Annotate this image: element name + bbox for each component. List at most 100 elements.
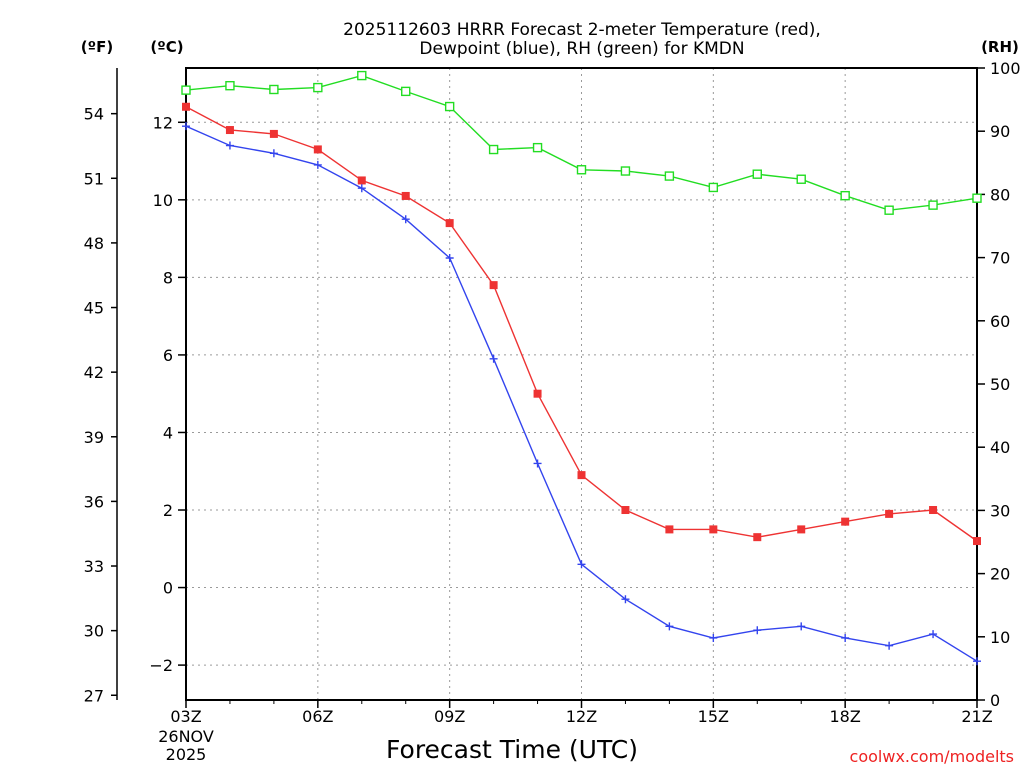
dewpoint-point — [709, 633, 718, 642]
celsius-tick-label: 0 — [163, 579, 173, 598]
x-tick-label: 21Z — [961, 707, 992, 726]
rh-point — [488, 144, 499, 155]
dewpoint-point — [797, 622, 806, 631]
temperature-point — [269, 129, 278, 138]
rh-tick-label: 90 — [990, 122, 1010, 141]
ticks-layer: −2 0 2 4 6 8 10 12 03Z 06Z 09Z 12Z 15Z 18Z 21Z 27 30 33 36… — [84, 59, 1021, 726]
rh-tick-label: 80 — [990, 185, 1010, 204]
temperature-point — [313, 145, 322, 154]
rh-point — [225, 80, 235, 91]
credit-text[interactable]: coolwx.com/modelts — [850, 747, 1014, 766]
temperature-point — [445, 219, 454, 228]
rh-tick-label: 10 — [990, 628, 1010, 647]
x-tick-label: 06Z — [302, 707, 333, 726]
rh-point — [401, 86, 411, 97]
rh-point — [313, 82, 323, 93]
fahrenheit-tick-label: 33 — [84, 557, 104, 576]
celsius-tick-label: 2 — [163, 501, 173, 520]
dewpoint-point — [929, 630, 938, 639]
rh-point — [752, 169, 762, 179]
fahrenheit-tick-label: 30 — [84, 622, 104, 641]
fahrenheit-tick-label: 36 — [84, 492, 104, 511]
fahrenheit-tick-label: 27 — [84, 686, 104, 705]
temperature-point — [797, 525, 806, 534]
temperature-point — [753, 533, 762, 542]
rh-point — [884, 205, 894, 215]
rh-point — [840, 190, 850, 201]
x-tick-label: 15Z — [698, 707, 729, 726]
temperature-point — [577, 471, 586, 480]
x-tick-label: 09Z — [434, 707, 465, 726]
dewpoint-point — [401, 215, 410, 224]
series-layer — [181, 70, 982, 666]
rh-point — [708, 182, 719, 193]
temperature-point — [929, 506, 938, 515]
fahrenheit-tick-label: 39 — [84, 428, 104, 447]
dewpoint-point — [182, 122, 190, 131]
rh-point — [444, 101, 455, 112]
fahrenheit-tick-label: 51 — [84, 169, 104, 188]
dewpoint-point — [577, 560, 586, 569]
fahrenheit-tick-label: 45 — [84, 299, 104, 318]
temperature-point — [225, 126, 234, 135]
temperature-point — [182, 102, 190, 111]
rh-tick-label: 30 — [990, 501, 1010, 520]
dewpoint-point — [665, 622, 674, 631]
dewpoint-point — [533, 459, 542, 468]
dewpoint-point — [225, 141, 234, 150]
dewpoint-point — [973, 657, 981, 666]
dewpoint-point — [753, 626, 762, 635]
x-start-date: 26NOV — [158, 727, 214, 746]
fahrenheit-tick-label: 48 — [84, 234, 104, 253]
celsius-unit-label: (ºC) — [150, 38, 183, 56]
plot-frame — [185, 67, 978, 701]
dewpoint-point — [313, 160, 322, 169]
celsius-tick-label: −2 — [149, 656, 173, 675]
title-line-2: Dewpoint (blue), RH (green) for KMDN — [419, 39, 744, 59]
dewpoint-point — [357, 184, 366, 193]
temperature-point — [533, 389, 542, 398]
temperature-point — [489, 281, 498, 290]
dewpoint-point — [489, 354, 498, 363]
temperature-point — [665, 525, 674, 534]
grid-layer — [186, 68, 977, 700]
x-tick-label: 18Z — [830, 707, 861, 726]
rh-point — [796, 174, 806, 184]
temperature-point — [973, 537, 981, 546]
celsius-tick-label: 6 — [163, 346, 173, 365]
temperature-point — [709, 525, 718, 534]
fahrenheit-tick-label: 54 — [84, 105, 104, 124]
rh-point — [532, 142, 543, 153]
temperature-point — [841, 517, 850, 526]
rh-point — [928, 200, 938, 210]
rh-point — [664, 171, 675, 181]
dewpoint-point — [445, 253, 454, 262]
rh-point — [576, 165, 587, 175]
fahrenheit-unit-label: (ºF) — [81, 38, 113, 56]
celsius-tick-label: 8 — [163, 268, 173, 287]
dewpoint-point — [621, 595, 630, 604]
rh-point — [357, 70, 367, 81]
temperature-point — [621, 506, 630, 515]
rh-point — [181, 85, 191, 95]
title-line-1: 2025112603 HRRR Forecast 2-meter Tempera… — [343, 20, 821, 40]
dewpoint-point — [885, 641, 894, 650]
celsius-tick-label: 4 — [163, 423, 173, 442]
celsius-tick-label: 12 — [153, 113, 173, 132]
rh-tick-label: 100 — [990, 59, 1021, 78]
rh-line — [185, 74, 978, 211]
temperature-point — [885, 509, 894, 518]
rh-point — [972, 193, 982, 203]
rh-point — [269, 84, 279, 95]
rh-tick-label: 50 — [990, 375, 1010, 394]
x-tick-label: 03Z — [170, 707, 201, 726]
dewpoint-point — [269, 149, 278, 158]
celsius-tick-label: 10 — [153, 191, 173, 210]
rh-unit-label: (RH) — [981, 38, 1019, 56]
temperature-point — [401, 191, 410, 200]
x-axis-label: Forecast Time (UTC) — [386, 735, 638, 764]
rh-tick-label: 0 — [990, 691, 1000, 710]
rh-tick-label: 70 — [990, 249, 1010, 268]
rh-tick-label: 60 — [990, 312, 1010, 331]
